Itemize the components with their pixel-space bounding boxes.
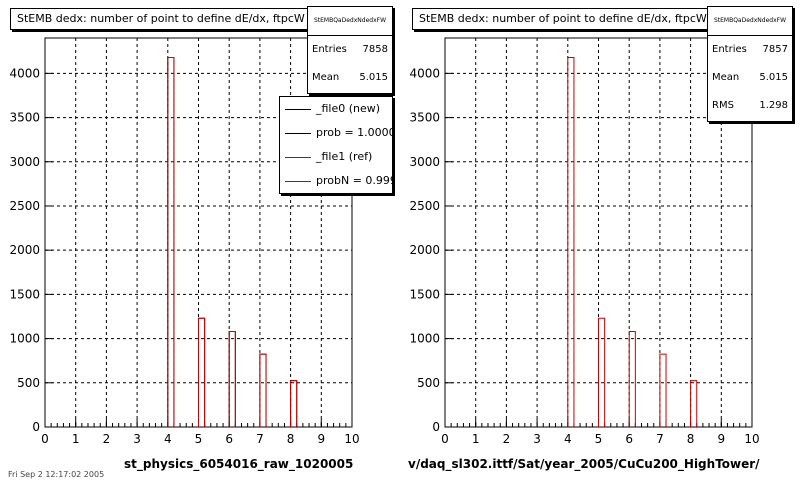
y-tick-label: 3000: [9, 155, 40, 169]
x-tick-label: 1: [472, 432, 480, 446]
stats-mean-value: 5.015: [359, 72, 388, 83]
histogram-bar: [198, 317, 206, 427]
left-x-axis-title: st_physics_6054016_raw_1020005: [124, 457, 354, 471]
stats-entries-row: Entries 7857: [708, 36, 792, 64]
stats-entries-label: Entries: [712, 44, 747, 55]
legend-line-icon: [285, 133, 311, 134]
legend-entry-label: probN = 0.999998: [316, 174, 392, 187]
legend-entry-file0: _file0 (new): [280, 97, 392, 121]
stats-entries-value: 7857: [762, 44, 788, 55]
left-histogram-title: StEMB dedx: number of point to define dE…: [10, 8, 312, 30]
histogram-bar: [167, 56, 175, 427]
legend-entry-label: _file1 (ref): [316, 150, 373, 163]
x-tick-label: 10: [744, 432, 759, 446]
histogram-bar: [290, 380, 298, 427]
y-tick-label: 2500: [9, 199, 40, 213]
stats-rms-value: 1.298: [759, 100, 788, 111]
histogram-bar: [228, 331, 236, 427]
left-histogram-plot: 0 1 2 3 4 5 6 7 8 9 10 0 500 1000 1500 2000 2500 3000 3500…: [9, 37, 360, 446]
stats-rms-label: RMS: [712, 100, 734, 111]
legend-entry-prob: prob = 1.000000: [280, 121, 392, 145]
y-tick-label: 1500: [409, 287, 440, 301]
x-tick-label: 1: [72, 432, 80, 446]
right-x-axis-title: v/daq_sl302.ittf/Sat/year_2005/CuCu200_H…: [408, 457, 760, 471]
y-tick-label: 2500: [409, 199, 440, 213]
x-tick-label: 8: [287, 432, 295, 446]
histogram-bar: [290, 380, 298, 427]
legend-entry-probn: probN = 0.999998: [280, 169, 392, 193]
right-histogram-title: StEMB dedx: number of point to define dE…: [412, 8, 714, 30]
histogram-bar: [198, 317, 206, 427]
y-tick-label: 3000: [409, 155, 440, 169]
x-tick-label: 0: [41, 432, 49, 446]
legend-entry-label: _file0 (new): [316, 102, 381, 115]
stats-rms-row: RMS 1.298: [708, 92, 792, 120]
histogram-bar: [690, 380, 698, 427]
x-tick-label: 5: [195, 432, 203, 446]
stats-entries-value: 7858: [362, 44, 388, 55]
stats-histogram-name: StEMBQaDedxNdedxFW: [708, 7, 792, 36]
y-tick-label: 1000: [9, 332, 40, 346]
histogram-bar: [567, 56, 575, 427]
histogram-bar: [167, 56, 175, 427]
y-tick-label: 1500: [9, 287, 40, 301]
right-histogram-panel: 0 1 2 3 4 5 6 7 8 9 10 0 500 1000 1500 2000 2500 3000 3500…: [400, 0, 800, 480]
histogram-bar: [628, 331, 636, 427]
legend-line-icon: [285, 181, 311, 182]
left-histogram-panel: 0 1 2 3 4 5 6 7 8 9 10 0 500 1000 1500 2000 2500 3000 3500…: [9, 6, 393, 471]
legend-entry-file1: _file1 (ref): [280, 145, 392, 169]
left-stats-box: StEMBQaDedxNdedxFW Entries 7858 Mean 5.0…: [307, 6, 393, 94]
x-tick-label: 2: [503, 432, 511, 446]
y-tick-label: 0: [32, 420, 40, 434]
stats-mean-row: Mean 5.015: [708, 64, 792, 92]
histogram-bar: [259, 353, 267, 427]
x-tick-label: 9: [317, 432, 325, 446]
y-tick-label: 4000: [409, 66, 440, 80]
right-histogram-plot: 0 1 2 3 4 5 6 7 8 9 10 0 500 1000 1500 2000 2500 3000 3500…: [409, 37, 760, 446]
x-tick-label: 7: [656, 432, 664, 446]
stats-histogram-name: StEMBQaDedxNdedxFW: [308, 7, 392, 36]
histogram-bar: [228, 331, 236, 427]
x-tick-label: 4: [164, 432, 172, 446]
x-tick-label: 6: [625, 432, 633, 446]
y-tick-label: 500: [17, 376, 40, 390]
x-tick-label: 5: [595, 432, 603, 446]
stats-entries-row: Entries 7858: [308, 36, 392, 64]
x-tick-label: 3: [133, 432, 141, 446]
x-tick-label: 7: [256, 432, 264, 446]
y-tick-label: 2000: [409, 243, 440, 257]
y-tick-label: 500: [417, 376, 440, 390]
x-tick-label: 4: [564, 432, 572, 446]
stats-mean-label: Mean: [712, 72, 740, 83]
x-tick-label: 6: [225, 432, 233, 446]
y-tick-label: 3500: [9, 111, 40, 125]
histogram-bar: [659, 353, 667, 427]
legend-line-icon: [285, 109, 311, 110]
legend-entry-label: prob = 1.000000: [316, 126, 392, 139]
x-tick-label: 0: [441, 432, 449, 446]
stats-mean-label: Mean: [312, 72, 340, 83]
y-tick-label: 0: [432, 420, 440, 434]
legend-line-icon: [285, 157, 311, 158]
y-tick-label: 2000: [9, 243, 40, 257]
stats-mean-value: 5.015: [759, 72, 788, 83]
x-tick-label: 9: [717, 432, 725, 446]
histogram-bar: [598, 317, 606, 427]
x-tick-label: 10: [344, 432, 359, 446]
stats-mean-row: Mean 5.015: [308, 64, 392, 92]
timestamp-footer: Fri Sep 2 12:17:02 2005: [8, 470, 105, 479]
x-tick-label: 8: [687, 432, 695, 446]
right-stats-box: StEMBQaDedxNdedxFW Entries 7857 Mean 5.0…: [707, 6, 793, 122]
x-tick-label: 2: [103, 432, 111, 446]
y-tick-label: 1000: [409, 332, 440, 346]
y-tick-label: 4000: [9, 66, 40, 80]
histogram-bar: [259, 353, 267, 427]
x-tick-label: 3: [533, 432, 541, 446]
y-tick-label: 3500: [409, 111, 440, 125]
stats-entries-label: Entries: [312, 44, 347, 55]
legend-box: _file0 (new) prob = 1.000000 _file1 (ref…: [279, 96, 393, 194]
